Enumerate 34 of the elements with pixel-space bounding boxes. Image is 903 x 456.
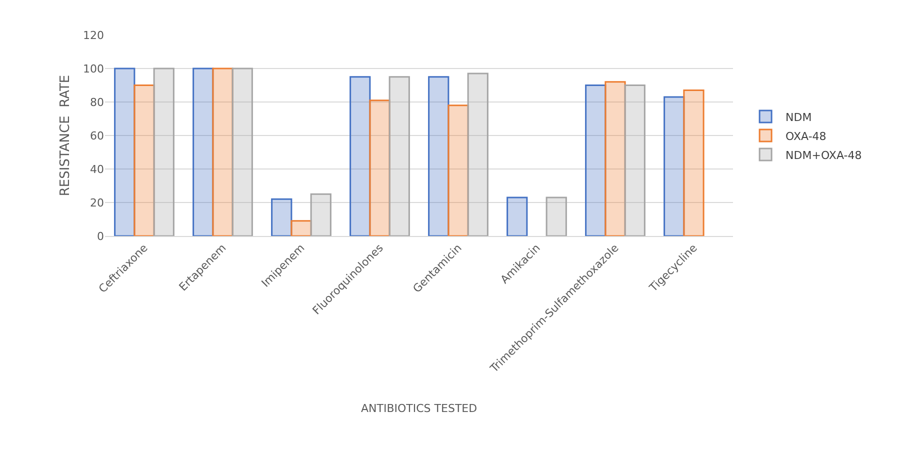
y-tick-label: 60 xyxy=(90,129,104,142)
bar xyxy=(134,84,155,236)
bar xyxy=(192,68,214,236)
bar xyxy=(114,68,136,236)
y-tick-label: 40 xyxy=(90,162,104,176)
x-axis-title: ANTIBIOTICS TESTED xyxy=(361,402,478,415)
bar xyxy=(448,104,469,236)
y-tick-label: 20 xyxy=(90,196,104,210)
legend-label: NDM xyxy=(786,110,812,124)
y-tick-label: 100 xyxy=(83,62,104,76)
bar xyxy=(467,72,488,236)
bar xyxy=(271,198,292,236)
bar xyxy=(212,68,234,236)
bar xyxy=(369,100,390,236)
bar xyxy=(388,76,410,236)
bar xyxy=(310,193,332,236)
bar xyxy=(506,196,528,236)
bar xyxy=(546,196,567,236)
bar xyxy=(664,96,685,236)
bar xyxy=(232,68,253,236)
bar xyxy=(350,76,371,236)
bar xyxy=(585,84,606,236)
bar xyxy=(428,76,450,236)
bar xyxy=(604,81,626,236)
y-axis-title: RESISTANCE RATE xyxy=(58,74,73,196)
y-tick-label: 120 xyxy=(83,28,104,42)
y-tick-label: 0 xyxy=(97,230,104,243)
bar xyxy=(683,90,704,236)
legend-label: OXA-48 xyxy=(786,130,826,143)
y-tick-label: 80 xyxy=(90,96,104,109)
legend-label: NDM+OXA-48 xyxy=(786,148,862,162)
bar xyxy=(290,220,312,236)
bar xyxy=(153,68,174,236)
bar xyxy=(624,84,646,236)
